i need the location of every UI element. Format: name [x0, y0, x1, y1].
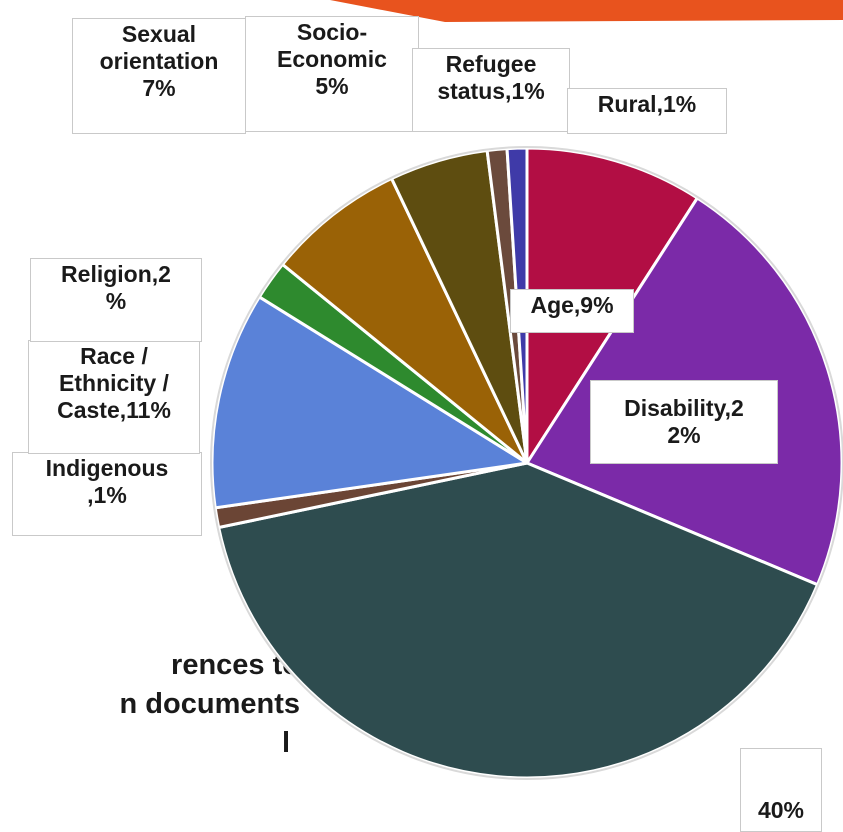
pie-slice-4 — [210, 294, 532, 510]
pie-slice-2 — [216, 461, 820, 780]
slice-label-6: Sexual orientation 7% — [72, 18, 246, 134]
slice-label-2: 40% — [740, 748, 822, 832]
pie-outline — [210, 146, 843, 780]
slice-label-0: Age,9% — [510, 289, 634, 333]
caption-line-3: l — [282, 727, 291, 759]
pie-slice-6 — [280, 176, 529, 465]
accent-bar — [330, 0, 843, 22]
slice-label-5: Religion,2 % — [30, 258, 202, 342]
slice-label-1: Disability,2 2% — [590, 380, 778, 464]
background-caption: rences to n documents l — [0, 646, 300, 763]
slice-label-4: Race / Ethnicity / Caste,11% — [28, 340, 200, 454]
slice-label-9: Rural,1% — [567, 88, 727, 134]
slice-label-8: Refugee status,1% — [412, 48, 570, 132]
slice-label-7: Socio- Economic 5% — [245, 16, 419, 132]
caption-line-2: n documents — [119, 688, 300, 720]
slice-label-3: Indigenous ,1% — [12, 452, 202, 536]
